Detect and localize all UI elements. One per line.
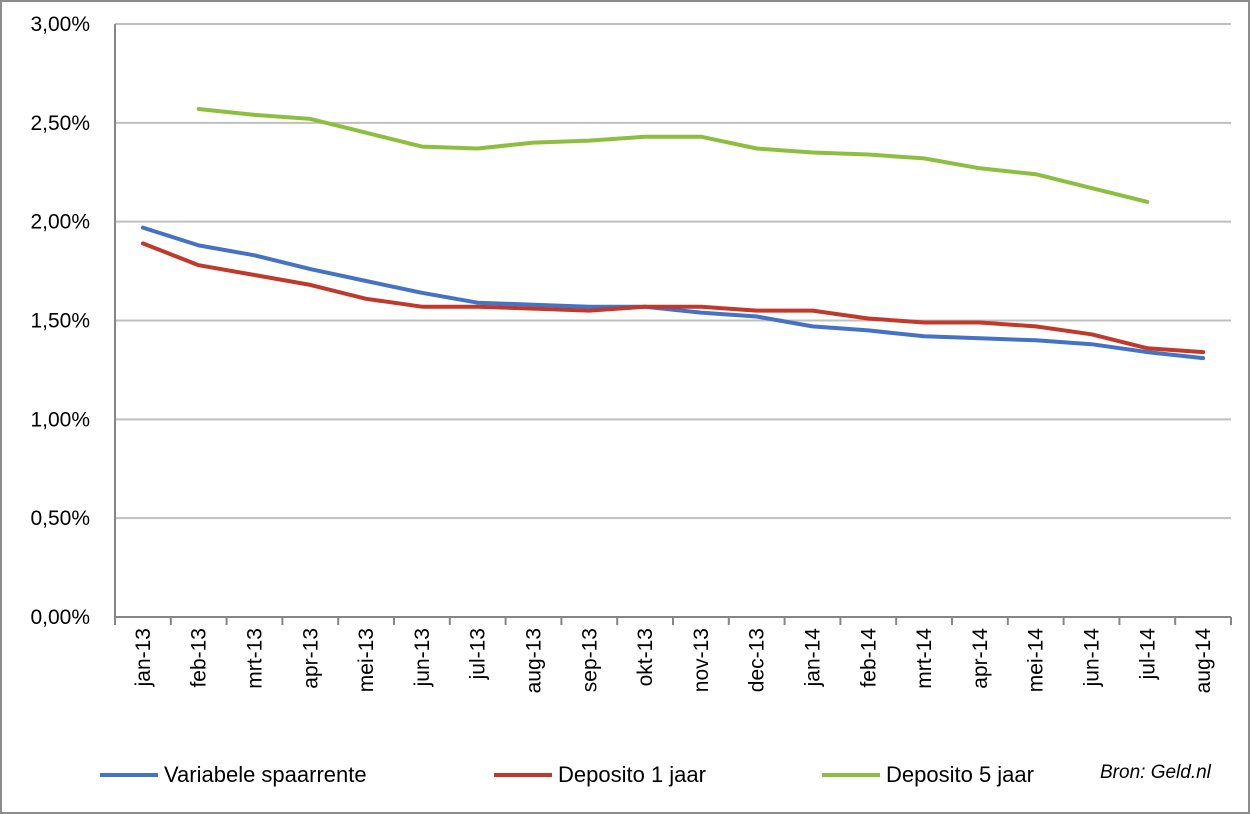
legend-label: Deposito 5 jaar (886, 762, 1034, 787)
series-lines (140, 107, 1206, 361)
x-tick-label: jan-13 (132, 628, 155, 687)
x-tick-label: mrt-14 (913, 628, 936, 689)
legend-swatch-red (494, 773, 552, 777)
x-tick-label: apr-14 (969, 628, 992, 689)
y-tick-label: 0,00% (30, 606, 90, 629)
y-tick-label: 2,00% (30, 211, 90, 234)
x-tick-label: jul-13 (467, 628, 490, 680)
axes (114, 24, 1232, 625)
x-tick-label: mrt-13 (244, 628, 267, 689)
series-line-variabele-spaarrente (140, 225, 1206, 361)
legend-item-variabele-spaarrente: Variabele spaarrente (100, 760, 367, 790)
series-line-deposito-5-jaar (196, 107, 1150, 204)
x-tick-label: okt-13 (634, 628, 657, 686)
y-axis-ticks: 0,00% 0,50% 1,00% 1,50% 2,00% 2,50% 3,00% (30, 13, 90, 629)
x-tick-label: dec-13 (746, 628, 769, 692)
gridlines (115, 23, 1231, 520)
legend: Variabele spaarrente Deposito 1 jaar Dep… (0, 752, 1250, 802)
legend-item-deposito-1-jaar: Deposito 1 jaar (494, 760, 706, 790)
y-tick-label: 0,50% (30, 507, 90, 530)
x-tick-label: mei-13 (355, 628, 378, 692)
x-tick-label: aug-14 (1192, 628, 1215, 694)
x-tick-label: jan-14 (802, 628, 825, 688)
legend-swatch-green (822, 773, 880, 777)
x-tick-label: feb-14 (857, 628, 880, 688)
y-tick-label: 1,00% (30, 408, 90, 431)
x-tick-label: feb-13 (188, 628, 211, 688)
x-tick-label: jun-14 (1081, 628, 1104, 688)
x-tick-label: mei-14 (1025, 628, 1048, 693)
x-tick-label: sep-13 (578, 628, 601, 692)
x-tick-label: apr-13 (299, 628, 322, 689)
y-tick-label: 2,50% (30, 112, 90, 135)
x-axis-ticks: jan-13 feb-13 mrt-13 apr-13 mei-13 jun-13 jul-… (132, 628, 1215, 694)
series-line-deposito-1-jaar (140, 241, 1206, 355)
legend-swatch-blue (100, 773, 158, 777)
y-tick-label: 1,50% (30, 310, 90, 333)
x-tick-label: aug-13 (523, 628, 546, 693)
y-tick-label: 3,00% (30, 13, 90, 36)
x-tick-label: nov-13 (690, 628, 713, 692)
legend-label: Variabele spaarrente (164, 762, 367, 787)
x-tick-label: jul-14 (1136, 628, 1159, 681)
legend-label: Deposito 1 jaar (558, 762, 706, 787)
source-note: Bron: Geld.nl (1100, 762, 1211, 783)
x-tick-label: jun-13 (411, 628, 434, 687)
legend-item-deposito-5-jaar: Deposito 5 jaar (822, 760, 1034, 790)
